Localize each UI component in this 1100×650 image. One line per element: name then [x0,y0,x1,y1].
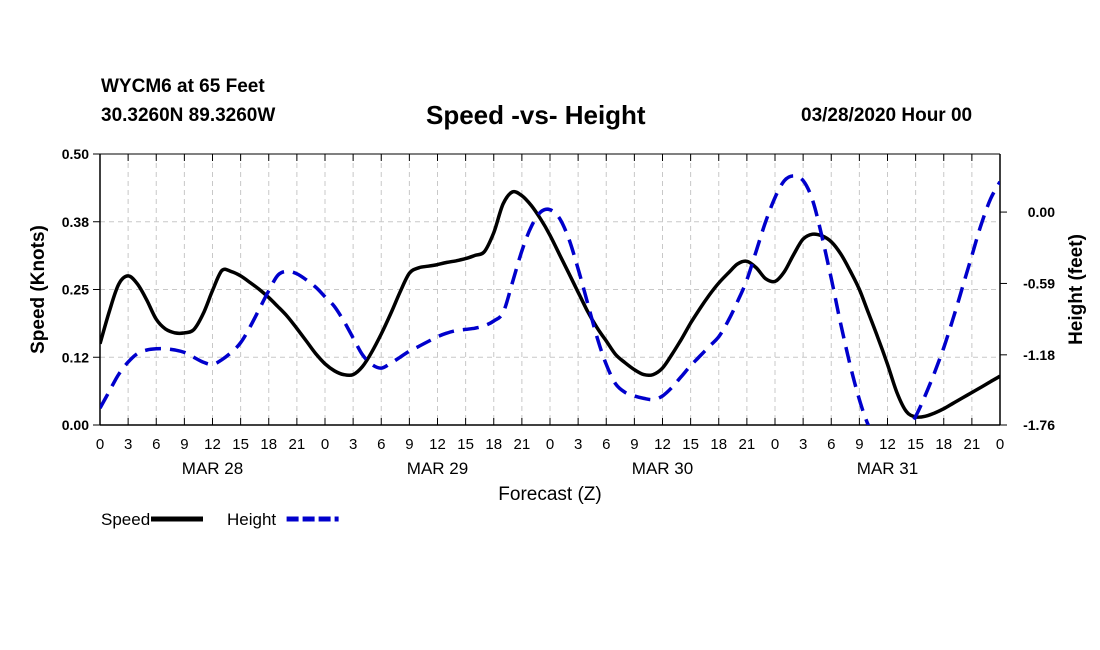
x-tick-label: 6 [377,436,385,453]
x-tick-label: 0 [771,436,779,453]
y-tick-label: 0.12 [62,349,89,365]
y2-tick-label: 0.00 [1028,204,1055,220]
y-axis-title: Speed (Knots) [28,225,49,354]
x-tick-label: 15 [682,436,699,453]
x-tick-label: 12 [204,436,221,453]
x-tick-label: 12 [654,436,671,453]
y2-axis-title: Height (feet) [1066,234,1087,345]
y-tick-label: 0.25 [62,282,89,298]
legend-label: Speed [101,510,150,529]
x-tick-label: 15 [232,436,249,453]
x-tick-label: 15 [457,436,474,453]
x-tick-label: 0 [321,436,329,453]
x-tick-label: 6 [152,436,160,453]
x-tick-label: 0 [996,436,1004,453]
x-tick-label: 9 [855,436,863,453]
x-tick-label: 3 [349,436,357,453]
y2-tick-label: -0.59 [1023,275,1055,291]
day-label: MAR 28 [182,459,243,478]
x-tick-label: 18 [710,436,727,453]
x-tick-label: 9 [405,436,413,453]
speed-height-chart: 0 3 6 9 12 15 18 21 0 3 6 9 12 15 18 21 0 3 6 9 12 15 18 21 0 3 6 9… [0,0,1100,650]
x-tick-label: 18 [935,436,952,453]
y2-tick-label: -1.76 [1023,417,1055,433]
x-tick-label: 3 [799,436,807,453]
y-tick-label: 0.50 [62,146,89,162]
day-label: MAR 30 [632,459,693,478]
legend-label: Height [227,510,276,529]
x-tick-label: 9 [630,436,638,453]
day-label: MAR 31 [857,459,918,478]
y2-tick-label: -1.18 [1023,347,1055,363]
x-tick-label: 12 [429,436,446,453]
x-axis-title: Forecast (Z) [498,484,601,505]
x-tick-label: 3 [124,436,132,453]
x-tick-label: 18 [260,436,277,453]
x-tick-label: 15 [907,436,924,453]
x-tick-label: 21 [739,436,756,453]
day-label: MAR 29 [407,459,468,478]
y-tick-label: 0.38 [62,214,89,230]
x-tick-label: 6 [602,436,610,453]
x-tick-label: 21 [514,436,531,453]
x-tick-label: 3 [574,436,582,453]
x-tick-label: 0 [546,436,554,453]
y-tick-label: 0.00 [62,417,89,433]
x-tick-label: 21 [964,436,981,453]
x-tick-label: 6 [827,436,835,453]
x-tick-label: 12 [879,436,896,453]
x-tick-label: 21 [289,436,306,453]
x-tick-label: 18 [485,436,502,453]
x-tick-label: 9 [180,436,188,453]
x-tick-label: 0 [96,436,104,453]
